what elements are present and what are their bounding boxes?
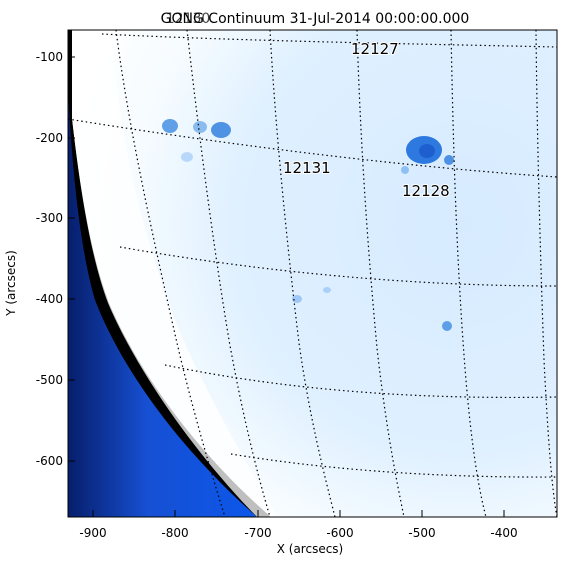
active-region-label: 12131 — [283, 159, 331, 177]
sunspot — [442, 321, 452, 331]
sunspot — [401, 166, 409, 174]
longitude-line — [269, 30, 336, 517]
sunspot — [323, 287, 331, 293]
image-area: 12127 12131 12128 — [68, 30, 557, 517]
y-tick-label: -400 — [36, 292, 63, 306]
sunspot-umbra — [419, 144, 435, 158]
sunspots — [162, 119, 454, 331]
y-axis: -100 -200 -300 -400 -500 -600 Y (arcsecs… — [4, 50, 75, 468]
y-axis-label: Y (arcsecs) — [4, 250, 18, 317]
sunspot — [193, 121, 207, 133]
sunspot — [162, 119, 178, 133]
y-tick-label: -100 — [36, 50, 63, 64]
y-tick-label: -500 — [36, 373, 63, 387]
plot-frame — [67, 29, 558, 518]
x-tick-label: -500 — [408, 526, 435, 540]
x-tick-label: -600 — [326, 526, 353, 540]
graticule — [68, 30, 557, 517]
title-overlay-label: 12130 — [166, 11, 211, 27]
latitude-line — [119, 246, 557, 287]
x-tick-label: -400 — [490, 526, 517, 540]
limb-brightening — [72, 30, 278, 517]
active-region-label: 12127 — [351, 40, 399, 58]
solar-limb-band — [68, 90, 257, 517]
active-region-labels: 12127 12131 12128 — [282, 39, 451, 201]
plot-title: GONG Continuum 31-Jul-2014 00:00:00.000 — [161, 11, 470, 27]
x-tick-label: -900 — [79, 526, 106, 540]
active-region-label: 12128 — [402, 182, 450, 200]
latitude-line — [101, 33, 557, 48]
y-tick-label: -600 — [36, 454, 63, 468]
y-tick-label: -200 — [36, 131, 63, 145]
x-axis-label: X (arcsecs) — [277, 542, 344, 556]
y-tick-label: -300 — [36, 211, 63, 225]
sunspot — [444, 155, 454, 165]
sunspot — [211, 122, 231, 138]
longitude-line — [356, 30, 405, 517]
sunspot — [181, 152, 193, 162]
x-tick-label: -700 — [244, 526, 271, 540]
sunspot — [292, 295, 302, 303]
x-axis: -900 -800 -700 -600 -500 -400 X (arcsecs… — [79, 510, 518, 556]
x-tick-label: -800 — [161, 526, 188, 540]
longitude-line — [535, 30, 557, 517]
